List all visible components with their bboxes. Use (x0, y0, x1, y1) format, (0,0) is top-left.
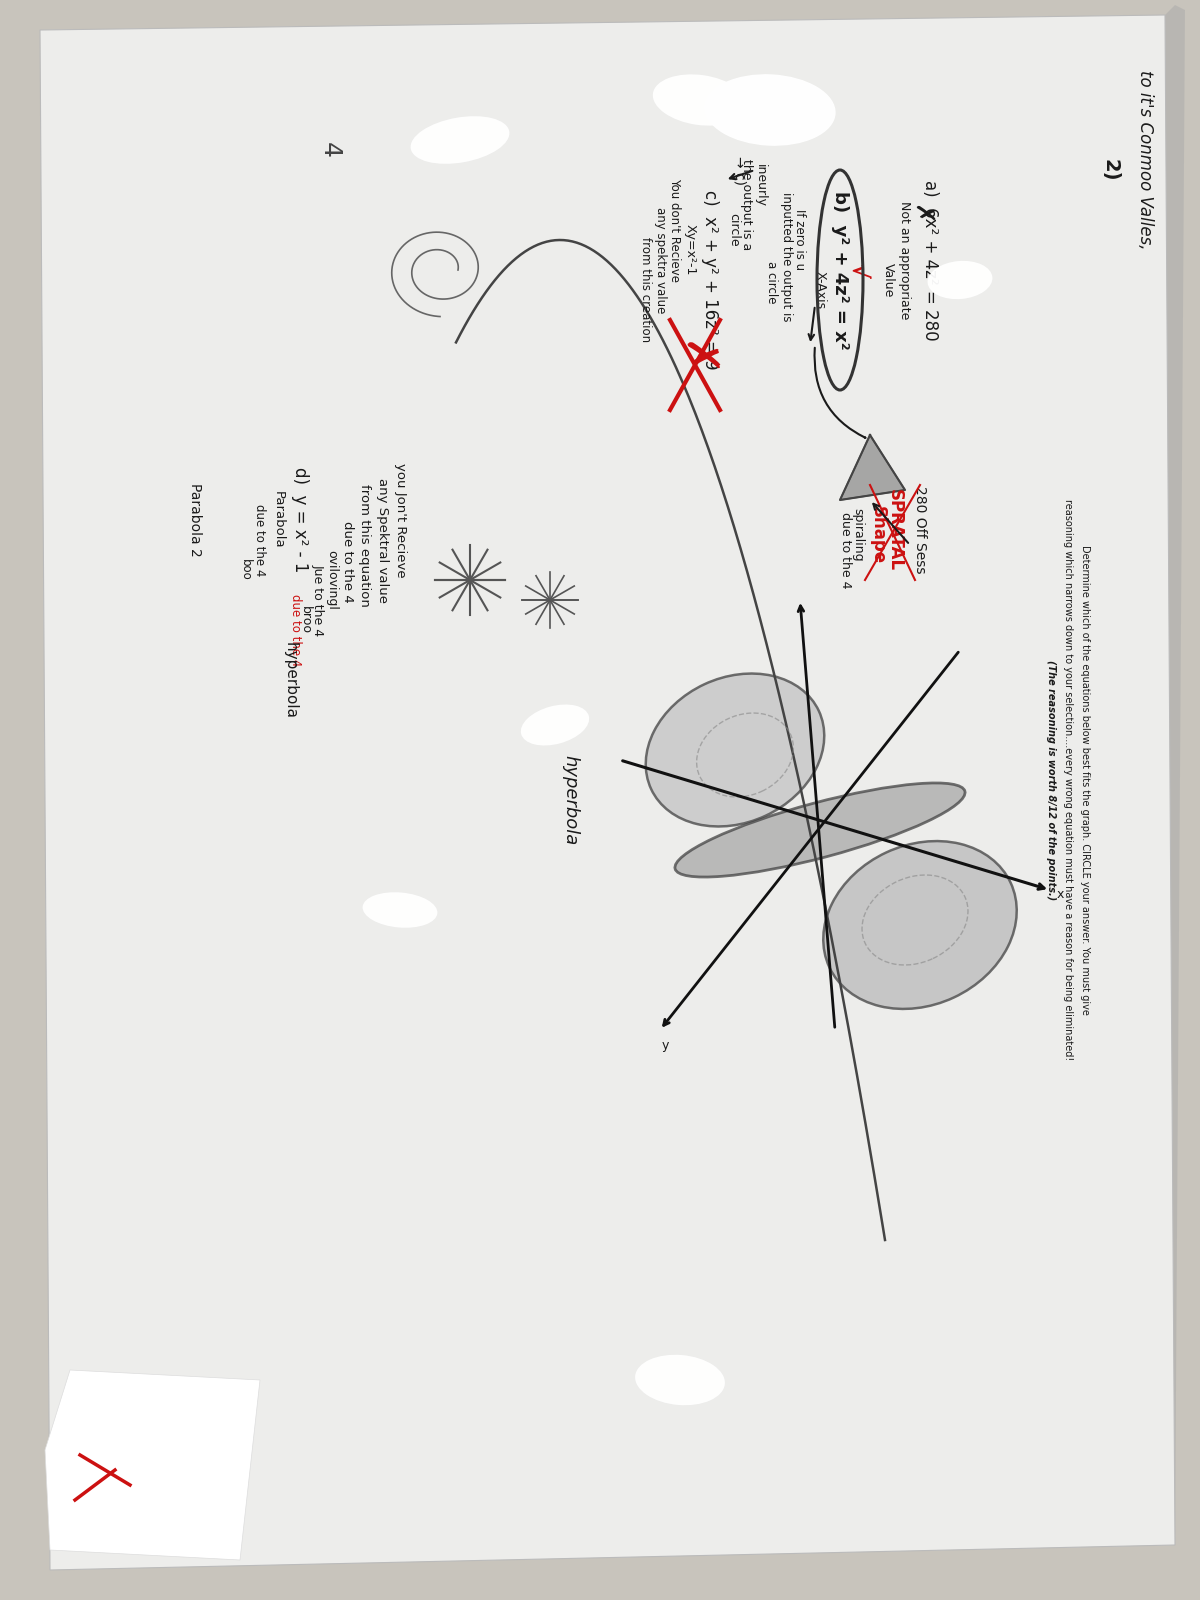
Text: ineurly: ineurly (754, 163, 767, 206)
Polygon shape (840, 435, 905, 499)
Text: a)  6x² + 4z² = 280: a) 6x² + 4z² = 280 (922, 179, 940, 341)
Ellipse shape (521, 704, 589, 746)
FancyArrowPatch shape (815, 347, 865, 438)
Ellipse shape (928, 261, 992, 299)
Text: 2): 2) (1100, 158, 1120, 181)
Ellipse shape (823, 842, 1016, 1010)
Text: broo: broo (299, 606, 312, 634)
Text: inputted the output is: inputted the output is (780, 192, 792, 322)
Text: Xy=x²-1: Xy=x²-1 (684, 224, 696, 275)
Text: from this creation: from this creation (638, 237, 652, 342)
Polygon shape (46, 1370, 260, 1560)
Text: Determine which of the equations below best fits the graph. CIRCLE your answer. : Determine which of the equations below b… (1080, 546, 1090, 1014)
Text: due to the 4: due to the 4 (839, 512, 852, 589)
Text: √: √ (847, 262, 866, 277)
Text: reasoning which narrows down to your selection....every wrong equation must have: reasoning which narrows down to your sel… (1063, 499, 1073, 1061)
Text: 4: 4 (318, 142, 342, 158)
Text: Jue to the 4: Jue to the 4 (312, 563, 324, 637)
Text: SPRATAL: SPRATAL (886, 490, 904, 571)
Text: b)  y² + 4z² = x²: b) y² + 4z² = x² (830, 190, 850, 349)
Text: X-Axis: X-Axis (814, 270, 827, 309)
Text: y: y (661, 1038, 668, 1051)
Text: any spektra value: any spektra value (654, 206, 666, 314)
Ellipse shape (653, 74, 748, 126)
Ellipse shape (646, 674, 824, 827)
Text: from this equation: from this equation (359, 483, 372, 606)
Text: the output is a: the output is a (740, 160, 754, 251)
Text: Shape: Shape (869, 506, 887, 565)
Text: due to the 4: due to the 4 (288, 594, 301, 666)
Text: 1: 1 (113, 1480, 127, 1501)
Text: boo: boo (239, 558, 252, 581)
Text: Not an appropriate: Not an appropriate (899, 202, 912, 318)
Text: ovilovingl: ovilovingl (325, 550, 338, 610)
Text: due to the 4: due to the 4 (253, 504, 266, 576)
Polygon shape (1165, 5, 1186, 1546)
Text: If zero is u: If zero is u (793, 210, 806, 270)
Text: a circle: a circle (766, 261, 779, 304)
Ellipse shape (635, 1355, 725, 1405)
Text: hyperbola: hyperbola (562, 755, 580, 845)
Text: x: x (1056, 888, 1063, 901)
Text: You don't Recieve: You don't Recieve (668, 178, 682, 282)
Text: due to the 4: due to the 4 (342, 522, 354, 603)
Text: → c): → c) (733, 155, 746, 184)
Text: circle: circle (727, 213, 740, 246)
Text: d)  y = x² - 1: d) y = x² - 1 (292, 467, 310, 573)
Text: ✗: ✗ (908, 205, 932, 226)
Text: hyperbola: hyperbola (282, 642, 298, 718)
Text: Parabola 2: Parabola 2 (188, 483, 202, 557)
Text: spiraling: spiraling (852, 509, 864, 562)
Text: Value: Value (882, 262, 894, 298)
Ellipse shape (674, 782, 965, 877)
Text: (The reasoning is worth 8/12 of the points.): (The reasoning is worth 8/12 of the poin… (1046, 659, 1056, 901)
Text: c)  x² + y² + 16z² = 9: c) x² + y² + 16z² = 9 (701, 190, 719, 370)
Ellipse shape (706, 75, 835, 146)
Text: to it's Conmoo Valles,: to it's Conmoo Valles, (1136, 70, 1154, 250)
Text: ✗: ✗ (673, 341, 716, 379)
Text: 280 Off Sess: 280 Off Sess (913, 486, 928, 574)
Text: any Spektral value: any Spektral value (377, 477, 390, 603)
Ellipse shape (410, 117, 509, 163)
Text: you Jon't Recieve: you Jon't Recieve (394, 462, 407, 578)
Text: Parabola: Parabola (271, 491, 284, 549)
Ellipse shape (362, 893, 437, 928)
Polygon shape (40, 14, 1175, 1570)
